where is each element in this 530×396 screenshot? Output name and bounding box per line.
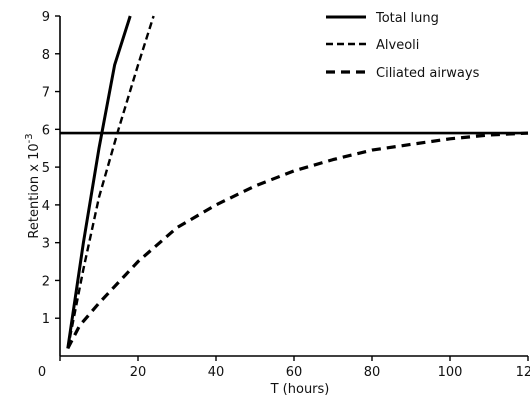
y-axis-title: Retention x 10-3 <box>24 133 42 238</box>
plot-area: 20 40 60 80 100 120 1 2 3 4 5 6 7 8 9 0 <box>38 10 530 380</box>
legend-label-ciliated-airways: Ciliated airways <box>376 66 480 81</box>
x-tick-label: 80 <box>364 365 381 380</box>
series-line-alveoli <box>66 15 155 349</box>
x-tick-label: 60 <box>286 365 303 380</box>
y-axis-title-exponent: -3 <box>24 133 35 143</box>
x-tick-label: 100 <box>438 365 463 380</box>
y-tick-label: 9 <box>42 10 50 25</box>
origin-tick-label: 0 <box>38 365 46 380</box>
legend: Total lung Alveoli Ciliated airways <box>326 11 480 81</box>
x-tick-label: 120 <box>516 365 530 380</box>
legend-label-total-lung: Total lung <box>375 11 439 26</box>
y-tick-label: 1 <box>42 312 50 327</box>
x-axis-title: T (hours) <box>270 382 330 396</box>
legend-label-alveoli: Alveoli <box>376 38 419 53</box>
x-tick-label: 40 <box>208 365 225 380</box>
y-tick-label: 4 <box>42 199 50 214</box>
y-tick-label: 2 <box>42 274 50 289</box>
series-line-total-lung <box>66 15 132 349</box>
y-tick-label: 5 <box>42 161 50 176</box>
y-tick-label: 3 <box>42 237 50 252</box>
y-tick-label: 7 <box>42 86 50 101</box>
x-tick-label: 20 <box>130 365 147 380</box>
y-axis-title-main: Retention x 10 <box>27 143 42 238</box>
data-series <box>60 15 529 350</box>
svg-text:Retention x 10-3: Retention x 10-3 <box>24 133 42 238</box>
axis-ticks: 20 40 60 80 100 120 1 2 3 4 5 6 7 8 9 0 <box>38 10 530 380</box>
y-tick-label: 6 <box>42 123 50 138</box>
series-line-ciliated-airways <box>66 131 529 350</box>
y-tick-label: 8 <box>42 48 50 63</box>
